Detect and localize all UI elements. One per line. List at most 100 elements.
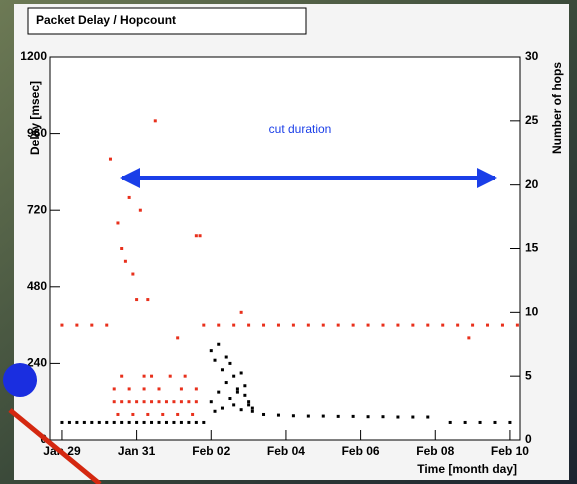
- point: [165, 421, 168, 424]
- point: [217, 343, 220, 346]
- point: [202, 324, 205, 327]
- y2-axis-label: Number of hops: [550, 62, 564, 154]
- y2-tick-label: 5: [525, 368, 532, 382]
- y-tick-label: 480: [27, 279, 47, 293]
- point: [105, 324, 108, 327]
- point: [143, 375, 146, 378]
- point: [60, 421, 63, 424]
- point: [180, 387, 183, 390]
- point: [135, 400, 138, 403]
- point: [217, 324, 220, 327]
- point: [176, 336, 179, 339]
- point: [120, 375, 123, 378]
- point: [467, 336, 470, 339]
- point: [146, 413, 149, 416]
- point: [232, 403, 235, 406]
- x-tick-label: Feb 06: [342, 444, 380, 458]
- x-tick-label: Jan 31: [118, 444, 156, 458]
- overlay-dot: [3, 363, 37, 397]
- point: [90, 324, 93, 327]
- point: [240, 408, 243, 411]
- point: [158, 387, 161, 390]
- chart-title: Packet Delay / Hopcount: [36, 13, 176, 27]
- point: [251, 407, 254, 410]
- y2-tick-label: 20: [525, 177, 539, 191]
- point: [75, 421, 78, 424]
- point: [221, 368, 224, 371]
- point: [292, 324, 295, 327]
- point: [131, 413, 134, 416]
- point: [464, 421, 467, 424]
- point: [199, 234, 202, 237]
- y-tick-label: 1200: [20, 49, 47, 63]
- point: [210, 349, 213, 352]
- point: [232, 324, 235, 327]
- point: [180, 400, 183, 403]
- point: [143, 400, 146, 403]
- point: [367, 415, 370, 418]
- point: [236, 387, 239, 390]
- point: [113, 400, 116, 403]
- point: [501, 324, 504, 327]
- point: [187, 421, 190, 424]
- point: [456, 324, 459, 327]
- y2-tick-label: 25: [525, 113, 539, 127]
- point: [154, 119, 157, 122]
- y-tick-label: 720: [27, 202, 47, 216]
- point: [486, 324, 489, 327]
- point: [158, 421, 161, 424]
- point: [236, 391, 239, 394]
- point: [116, 413, 119, 416]
- x-tick-label: Feb 02: [192, 444, 230, 458]
- point: [322, 415, 325, 418]
- point: [124, 260, 127, 263]
- point: [240, 311, 243, 314]
- point: [169, 375, 172, 378]
- point: [195, 421, 198, 424]
- point: [411, 416, 414, 419]
- point: [150, 421, 153, 424]
- point: [202, 421, 205, 424]
- point: [214, 410, 217, 413]
- point: [143, 387, 146, 390]
- y2-tick-label: 15: [525, 241, 539, 255]
- point: [240, 371, 243, 374]
- point: [449, 421, 452, 424]
- point: [83, 421, 86, 424]
- point: [135, 298, 138, 301]
- point: [232, 375, 235, 378]
- point: [113, 421, 116, 424]
- point: [225, 381, 228, 384]
- x-axis-label: Time [month day]: [417, 462, 517, 476]
- point: [352, 324, 355, 327]
- point: [307, 415, 310, 418]
- point: [184, 375, 187, 378]
- point: [516, 324, 519, 327]
- point: [411, 324, 414, 327]
- point: [165, 400, 168, 403]
- point: [277, 414, 280, 417]
- point: [75, 324, 78, 327]
- point: [247, 400, 250, 403]
- point: [109, 158, 112, 161]
- point: [172, 400, 175, 403]
- point: [120, 247, 123, 250]
- chart: Packet Delay / Hopcount Delay [msec] Num…: [0, 0, 577, 484]
- point: [243, 394, 246, 397]
- point: [60, 324, 63, 327]
- point: [195, 234, 198, 237]
- point: [493, 421, 496, 424]
- point: [228, 397, 231, 400]
- point: [135, 421, 138, 424]
- point: [307, 324, 310, 327]
- point: [191, 413, 194, 416]
- point: [221, 407, 224, 410]
- point: [128, 196, 131, 199]
- point: [262, 413, 265, 416]
- point: [337, 415, 340, 418]
- point: [143, 421, 146, 424]
- point: [396, 324, 399, 327]
- point: [352, 415, 355, 418]
- point: [367, 324, 370, 327]
- point: [426, 416, 429, 419]
